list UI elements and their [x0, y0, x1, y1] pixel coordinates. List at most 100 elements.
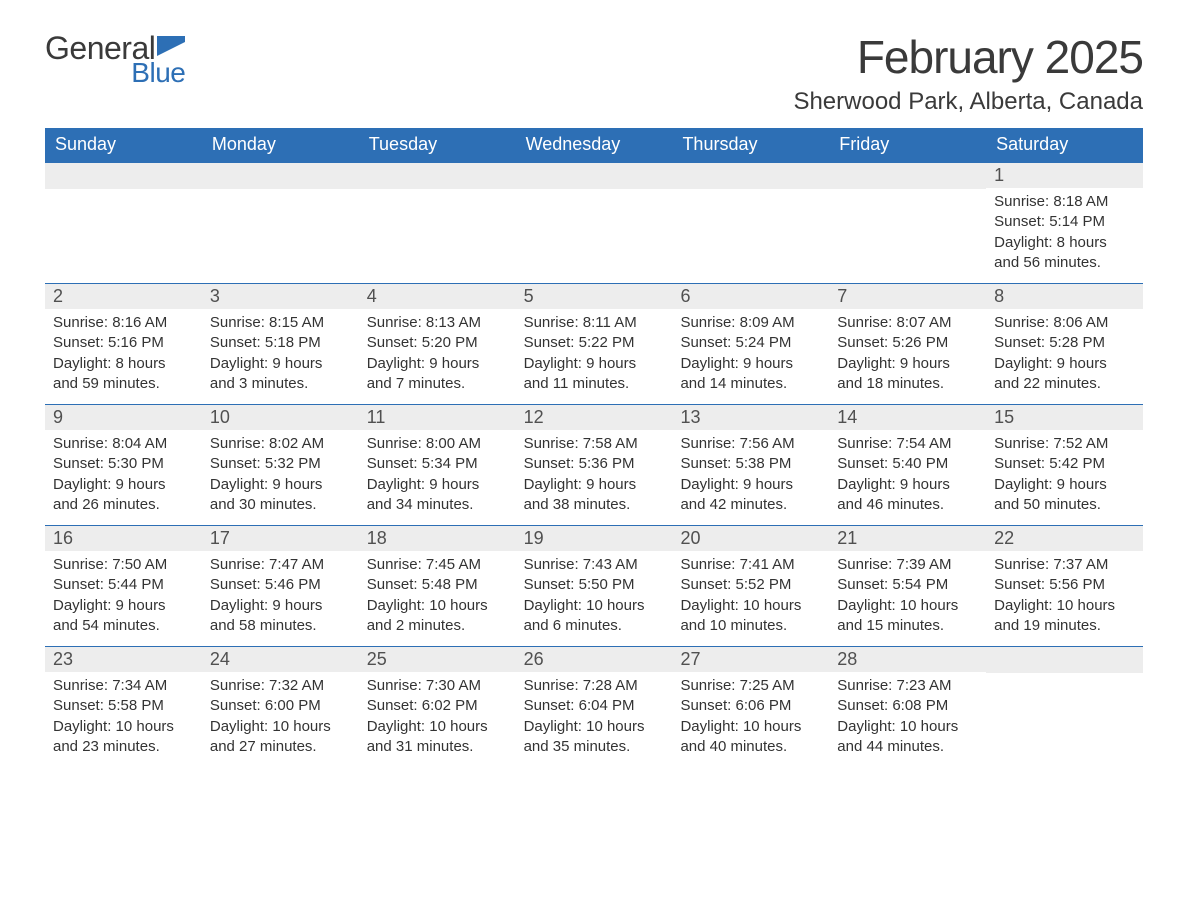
daylight-line: Daylight: 9 hours and 3 minutes.	[210, 354, 351, 395]
day-number: 16	[45, 526, 202, 551]
day-number: 2	[45, 284, 202, 309]
day-body: Sunrise: 8:09 AMSunset: 5:24 PMDaylight:…	[672, 309, 829, 404]
title-block: February 2025 Sherwood Park, Alberta, Ca…	[793, 30, 1143, 116]
day-number: 24	[202, 647, 359, 672]
day-cell	[672, 163, 829, 283]
day-cell: 9Sunrise: 8:04 AMSunset: 5:30 PMDaylight…	[45, 405, 202, 525]
day-cell: 2Sunrise: 8:16 AMSunset: 5:16 PMDaylight…	[45, 284, 202, 404]
day-cell: 3Sunrise: 8:15 AMSunset: 5:18 PMDaylight…	[202, 284, 359, 404]
sunset-line: Sunset: 5:36 PM	[524, 454, 665, 474]
sunrise-line: Sunrise: 7:50 AM	[53, 555, 194, 575]
day-cell: 19Sunrise: 7:43 AMSunset: 5:50 PMDayligh…	[516, 526, 673, 646]
day-number: 14	[829, 405, 986, 430]
daylight-line: Daylight: 10 hours and 10 minutes.	[680, 596, 821, 637]
daylight-line: Daylight: 10 hours and 23 minutes.	[53, 717, 194, 758]
day-body: Sunrise: 8:16 AMSunset: 5:16 PMDaylight:…	[45, 309, 202, 404]
day-number: 9	[45, 405, 202, 430]
day-cell: 1Sunrise: 8:18 AMSunset: 5:14 PMDaylight…	[986, 163, 1143, 283]
sunrise-line: Sunrise: 8:07 AM	[837, 313, 978, 333]
sunset-line: Sunset: 5:40 PM	[837, 454, 978, 474]
sunset-line: Sunset: 5:32 PM	[210, 454, 351, 474]
sunset-line: Sunset: 6:00 PM	[210, 696, 351, 716]
sunset-line: Sunset: 5:58 PM	[53, 696, 194, 716]
day-body: Sunrise: 7:52 AMSunset: 5:42 PMDaylight:…	[986, 430, 1143, 525]
header-bar: General Blue February 2025 Sherwood Park…	[45, 30, 1143, 116]
daylight-line: Daylight: 9 hours and 46 minutes.	[837, 475, 978, 516]
sunset-line: Sunset: 5:16 PM	[53, 333, 194, 353]
daylight-line: Daylight: 9 hours and 42 minutes.	[680, 475, 821, 516]
sunrise-line: Sunrise: 8:06 AM	[994, 313, 1135, 333]
empty-day-band	[672, 163, 829, 189]
daylight-line: Daylight: 10 hours and 44 minutes.	[837, 717, 978, 758]
daylight-line: Daylight: 10 hours and 31 minutes.	[367, 717, 508, 758]
day-body: Sunrise: 7:30 AMSunset: 6:02 PMDaylight:…	[359, 672, 516, 767]
day-body: Sunrise: 8:07 AMSunset: 5:26 PMDaylight:…	[829, 309, 986, 404]
sunrise-line: Sunrise: 7:25 AM	[680, 676, 821, 696]
sunrise-line: Sunrise: 7:34 AM	[53, 676, 194, 696]
sunrise-line: Sunrise: 8:15 AM	[210, 313, 351, 333]
sunrise-line: Sunrise: 8:18 AM	[994, 192, 1135, 212]
day-number: 13	[672, 405, 829, 430]
day-number: 26	[516, 647, 673, 672]
sunrise-line: Sunrise: 7:39 AM	[837, 555, 978, 575]
day-cell: 13 Sunrise: 7:56 AMSunset: 5:38 PMDayligh…	[672, 405, 829, 525]
empty-day-band	[202, 163, 359, 189]
sunset-line: Sunset: 6:04 PM	[524, 696, 665, 716]
empty-day-band	[359, 163, 516, 189]
day-number: 10	[202, 405, 359, 430]
day-cell	[829, 163, 986, 283]
sunrise-line: Sunrise: 7:45 AM	[367, 555, 508, 575]
day-body: Sunrise: 7:39 AMSunset: 5:54 PMDaylight:…	[829, 551, 986, 646]
sunset-line: Sunset: 5:44 PM	[53, 575, 194, 595]
day-cell: 20Sunrise: 7:41 AMSunset: 5:52 PMDayligh…	[672, 526, 829, 646]
day-body: Sunrise: 7:47 AMSunset: 5:46 PMDaylight:…	[202, 551, 359, 646]
daylight-line: Daylight: 10 hours and 6 minutes.	[524, 596, 665, 637]
day-body: Sunrise: 7:25 AMSunset: 6:06 PMDaylight:…	[672, 672, 829, 767]
dow-cell: Saturday	[986, 128, 1143, 163]
sunrise-line: Sunrise: 7:43 AM	[524, 555, 665, 575]
sunrise-line: Sunrise: 7:54 AM	[837, 434, 978, 454]
day-body: Sunrise: 7:23 AMSunset: 6:08 PMDaylight:…	[829, 672, 986, 767]
logo: General Blue	[45, 30, 185, 89]
sunset-line: Sunset: 6:02 PM	[367, 696, 508, 716]
sunrise-line: Sunrise: 7:32 AM	[210, 676, 351, 696]
sunrise-line: Sunrise: 7:56 AM	[680, 434, 821, 454]
day-cell: 26Sunrise: 7:28 AMSunset: 6:04 PMDayligh…	[516, 647, 673, 767]
day-cell: 25Sunrise: 7:30 AMSunset: 6:02 PMDayligh…	[359, 647, 516, 767]
day-body: Sunrise: 7:50 AMSunset: 5:44 PMDaylight:…	[45, 551, 202, 646]
week-row: 23Sunrise: 7:34 AMSunset: 5:58 PMDayligh…	[45, 646, 1143, 767]
day-number: 19	[516, 526, 673, 551]
day-cell	[986, 647, 1143, 767]
day-cell: 11Sunrise: 8:00 AMSunset: 5:34 PMDayligh…	[359, 405, 516, 525]
day-number: 11	[359, 405, 516, 430]
sunset-line: Sunset: 5:20 PM	[367, 333, 508, 353]
empty-day-band	[986, 647, 1143, 673]
day-cell: 4Sunrise: 8:13 AMSunset: 5:20 PMDaylight…	[359, 284, 516, 404]
sunrise-line: Sunrise: 8:13 AM	[367, 313, 508, 333]
day-cell	[45, 163, 202, 283]
day-body: Sunrise: 7:34 AMSunset: 5:58 PMDaylight:…	[45, 672, 202, 767]
day-number: 27	[672, 647, 829, 672]
day-cell	[202, 163, 359, 283]
sunrise-line: Sunrise: 8:16 AM	[53, 313, 194, 333]
sunrise-line: Sunrise: 7:30 AM	[367, 676, 508, 696]
daylight-line: Daylight: 9 hours and 58 minutes.	[210, 596, 351, 637]
day-cell: 23Sunrise: 7:34 AMSunset: 5:58 PMDayligh…	[45, 647, 202, 767]
sunset-line: Sunset: 5:38 PM	[680, 454, 821, 474]
day-number: 3	[202, 284, 359, 309]
day-cell: 27Sunrise: 7:25 AMSunset: 6:06 PMDayligh…	[672, 647, 829, 767]
day-body: Sunrise: 8:02 AMSunset: 5:32 PMDaylight:…	[202, 430, 359, 525]
sunrise-line: Sunrise: 8:11 AM	[524, 313, 665, 333]
day-number: 18	[359, 526, 516, 551]
day-body: Sunrise: 7:58 AMSunset: 5:36 PMDaylight:…	[516, 430, 673, 525]
day-cell: 15Sunrise: 7:52 AMSunset: 5:42 PMDayligh…	[986, 405, 1143, 525]
dow-cell: Monday	[202, 128, 359, 163]
day-cell: 21Sunrise: 7:39 AMSunset: 5:54 PMDayligh…	[829, 526, 986, 646]
day-body: Sunrise: 8:00 AMSunset: 5:34 PMDaylight:…	[359, 430, 516, 525]
day-number: 1	[986, 163, 1143, 188]
week-row: 1Sunrise: 8:18 AMSunset: 5:14 PMDaylight…	[45, 163, 1143, 283]
day-number: 20	[672, 526, 829, 551]
day-cell: 22Sunrise: 7:37 AMSunset: 5:56 PMDayligh…	[986, 526, 1143, 646]
daylight-line: Daylight: 10 hours and 2 minutes.	[367, 596, 508, 637]
day-number: 8	[986, 284, 1143, 309]
